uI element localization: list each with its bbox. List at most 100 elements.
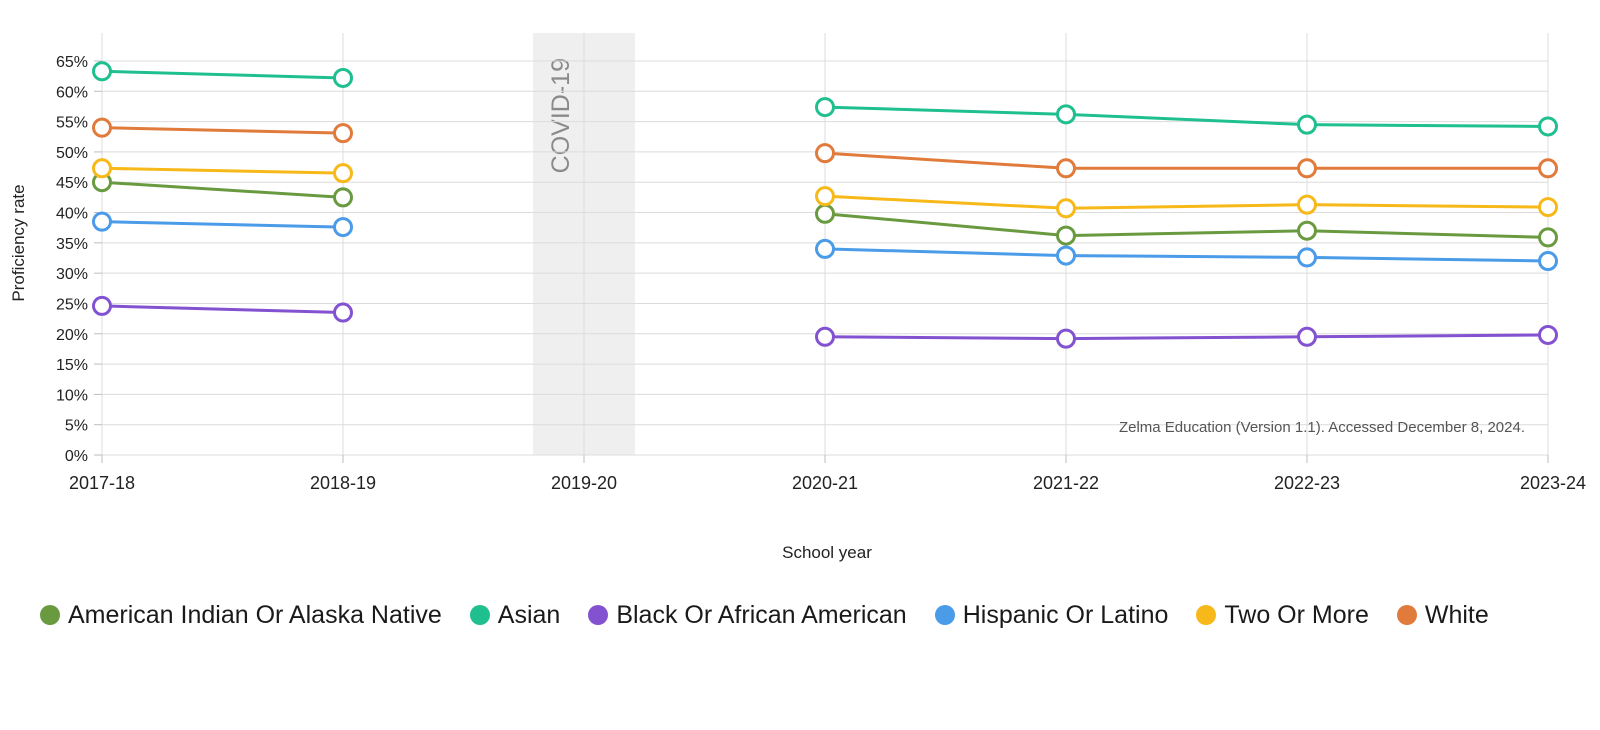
series-line (824, 247, 1549, 263)
data-point (815, 326, 835, 347)
data-point (1056, 198, 1076, 219)
covid-label: COVID-19 (547, 58, 575, 173)
data-point (1056, 158, 1076, 179)
data-point (92, 295, 112, 316)
legend-item[interactable]: White (1396, 596, 1489, 634)
data-point (1297, 114, 1317, 135)
series-asian (92, 61, 1558, 137)
series-two-or-more (92, 158, 1558, 219)
legend: American Indian Or Alaska Native Asian Bla… (40, 596, 1560, 634)
y-tick-label: 10% (56, 387, 88, 404)
series-line (101, 304, 344, 315)
data-point (1297, 326, 1317, 347)
legend-label: Asian (497, 600, 561, 629)
legend-label: Two Or More (1224, 600, 1369, 629)
y-tick-label: 40% (56, 206, 88, 223)
data-point (333, 67, 353, 88)
data-point (1538, 158, 1558, 179)
y-tick-label: 15% (56, 357, 88, 374)
x-tick-label: 2020-21 (792, 473, 858, 493)
y-tick-label: 20% (56, 327, 88, 344)
data-point (1056, 104, 1076, 125)
legend-label: American Indian Or Alaska Native (68, 600, 442, 629)
y-axis-label: Proficiency rate (9, 184, 28, 301)
data-point (92, 211, 112, 232)
x-tick-label: 2019-20 (551, 473, 617, 493)
legend-swatch (1196, 605, 1217, 625)
legend-swatch (40, 605, 60, 625)
source-note: Zelma Education (Version 1.1). Accessed … (1119, 419, 1525, 436)
series-hispanic-or-latino (92, 211, 1558, 272)
series-line (101, 69, 344, 80)
x-tick-label: 2021-22 (1033, 473, 1099, 493)
legend-swatch (588, 605, 609, 625)
y-tick-label: 45% (56, 175, 88, 192)
data-point (1538, 324, 1558, 345)
data-point (815, 203, 835, 224)
data-point (815, 186, 835, 207)
data-point (1056, 225, 1076, 246)
y-tick-label: 5% (65, 418, 88, 435)
data-point (1056, 328, 1076, 349)
x-axis-label: School year (782, 543, 872, 562)
data-point (1538, 251, 1558, 272)
y-tick-label: 25% (56, 296, 88, 313)
x-tick-label: 2017-18 (69, 473, 135, 493)
data-point (1297, 158, 1317, 179)
legend-item[interactable]: Two Or More (1196, 596, 1369, 634)
y-tick-label: 60% (56, 84, 88, 101)
line-chart: COVID-19 0% 5% 10% 15% 20% 25% 30% 35% 40% 45% 50%… (9, 33, 1586, 562)
data-point (1538, 116, 1558, 137)
data-point (815, 143, 835, 164)
legend-label: Black Or African American (616, 600, 907, 629)
x-axis: 2017-18 2018-19 2019-20 2020-21 2021-22 2022-… (69, 455, 1586, 493)
data-point (333, 302, 353, 323)
y-tick-label: 55% (56, 115, 88, 132)
data-point (92, 61, 112, 82)
legend-swatch (1396, 605, 1417, 625)
data-point (1056, 245, 1076, 266)
y-tick-label: 50% (56, 145, 88, 162)
legend-item[interactable]: American Indian Or Alaska Native (40, 596, 442, 634)
data-point (815, 97, 835, 118)
x-tick-label: 2022-23 (1274, 473, 1340, 493)
data-point (92, 117, 112, 138)
x-tick-label: 2023-24 (1520, 473, 1586, 493)
series-line (824, 194, 1549, 210)
series-line (824, 212, 1549, 239)
data-point (1297, 194, 1317, 215)
data-point (1538, 197, 1558, 218)
series-white (92, 117, 1558, 179)
y-tick-label: 35% (56, 236, 88, 253)
data-point (815, 238, 835, 259)
y-tick-label: 0% (65, 448, 88, 465)
legend-item[interactable]: Black Or African American (588, 596, 907, 634)
legend-item[interactable]: Hispanic Or Latino (934, 596, 1169, 634)
data-point (333, 123, 353, 144)
data-point (333, 163, 353, 184)
y-tick-label: 65% (56, 54, 88, 71)
data-point (1538, 227, 1558, 248)
legend-item[interactable]: Asian (469, 596, 561, 634)
series-line (824, 333, 1549, 341)
y-tick-label: 30% (56, 266, 88, 283)
series-line (824, 151, 1548, 170)
legend-swatch (469, 605, 490, 625)
series-line (824, 105, 1549, 128)
x-tick-label: 2018-19 (310, 473, 376, 493)
y-axis: 0% 5% 10% 15% 20% 25% 30% 35% 40% 45% 50% 55% 60% 65% (56, 54, 102, 465)
series-black-or-african-american (92, 295, 1558, 349)
series-line (101, 166, 344, 175)
data-point (1297, 220, 1317, 241)
legend-swatch (934, 605, 955, 625)
legend-label: White (1424, 600, 1489, 629)
series-american-indian-or-alaska-native (92, 172, 1558, 248)
series-line (101, 180, 344, 199)
data-point (1297, 247, 1317, 268)
legend-label: Hispanic Or Latino (962, 600, 1169, 629)
series-line (101, 220, 344, 229)
data-point (333, 187, 353, 208)
data-point (333, 217, 353, 238)
data-point (92, 158, 112, 179)
